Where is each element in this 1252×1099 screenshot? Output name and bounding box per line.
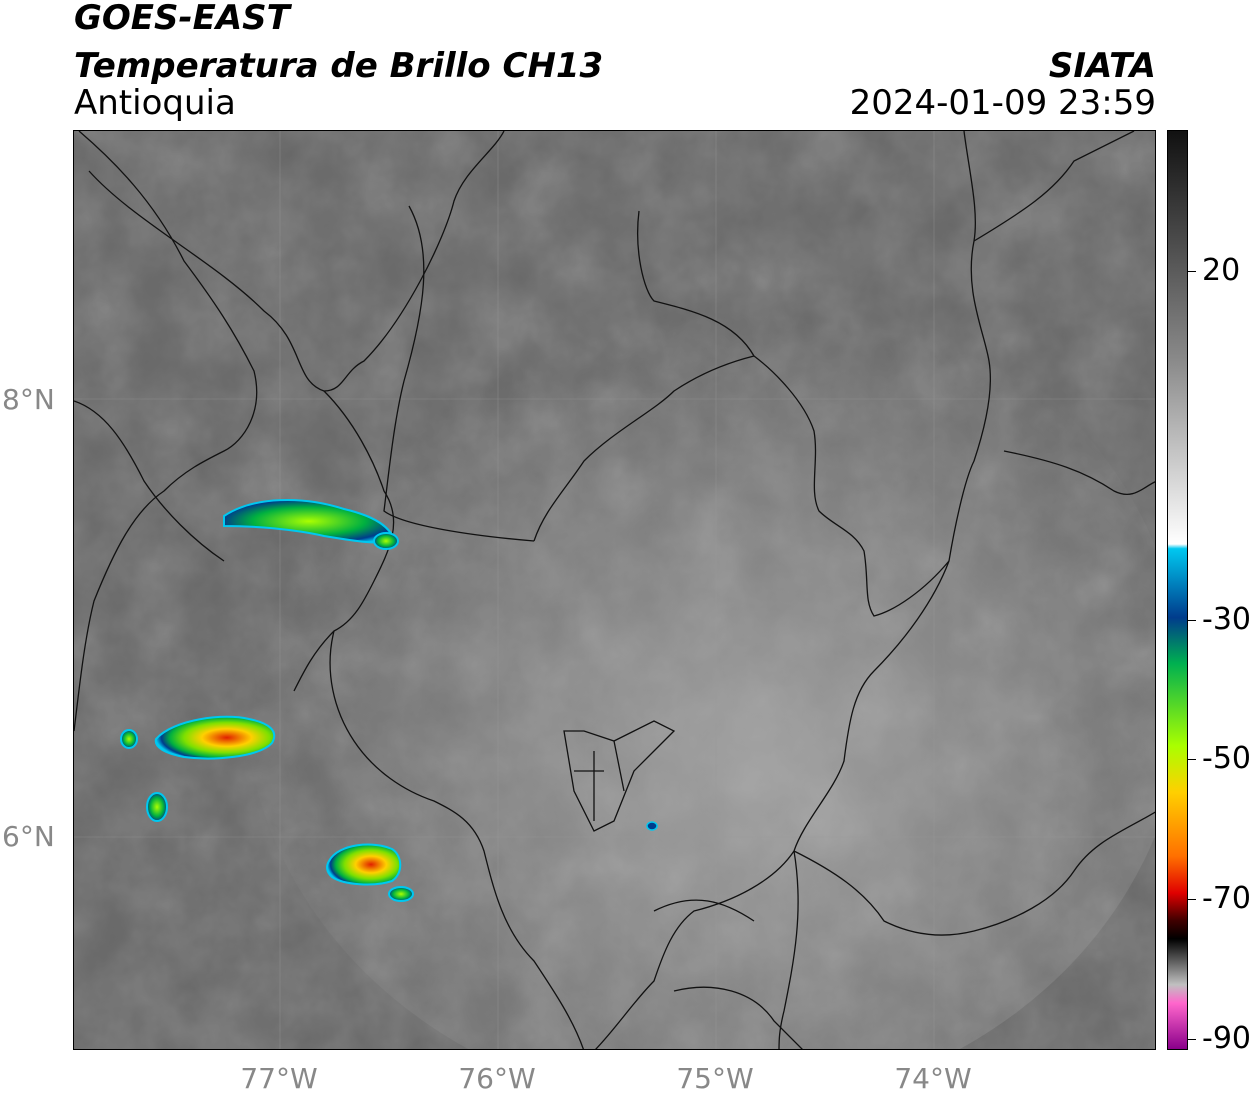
region-label: Antioquia <box>74 83 236 123</box>
storm-cell-southwest <box>146 792 168 822</box>
product-title: Temperatura de Brillo CH13 <box>74 46 604 86</box>
colorbar-label-minus90: -90 <box>1202 1021 1251 1056</box>
colorbar-label-minus30: -30 <box>1202 602 1251 637</box>
storm-cell-west-small <box>120 729 138 749</box>
lon-tick-76w: 76°W <box>458 1062 536 1095</box>
storm-cell-south <box>326 843 402 886</box>
organization-label: SIATA <box>1048 46 1156 86</box>
satellite-map[interactable] <box>73 130 1156 1050</box>
colorbar-label-minus70: -70 <box>1202 881 1251 916</box>
colorbar-tick-20 <box>1188 271 1196 272</box>
colorbar-label-20: 20 <box>1202 253 1241 288</box>
boundaries <box>74 131 1155 1049</box>
graticule <box>74 131 1155 1049</box>
colorbar-tick-minus70 <box>1188 899 1196 900</box>
lat-tick-6n: 6°N <box>2 820 55 853</box>
colorbar-tick-minus30 <box>1188 620 1196 621</box>
satellite-title: GOES-EAST <box>74 0 290 38</box>
map-canvas <box>74 131 1155 1049</box>
colorbar <box>1167 130 1188 1050</box>
colorbar-tick-minus90 <box>1188 1039 1196 1040</box>
lon-tick-74w: 74°W <box>894 1062 972 1095</box>
lon-tick-75w: 75°W <box>676 1062 754 1095</box>
colorbar-label-minus50: -50 <box>1202 741 1251 776</box>
storm-cell-south-small <box>388 886 414 902</box>
highlands-glow <box>244 271 1155 1049</box>
convective-cells <box>120 499 658 902</box>
lon-tick-77w: 77°W <box>240 1062 318 1095</box>
datetime-label: 2024-01-09 23:59 <box>849 83 1156 123</box>
lat-tick-8n: 8°N <box>2 383 55 416</box>
storm-cell-north-small <box>373 532 399 550</box>
storm-cell-central <box>646 821 658 831</box>
storm-cell-west <box>154 715 276 760</box>
colorbar-tick-minus50 <box>1188 759 1196 760</box>
